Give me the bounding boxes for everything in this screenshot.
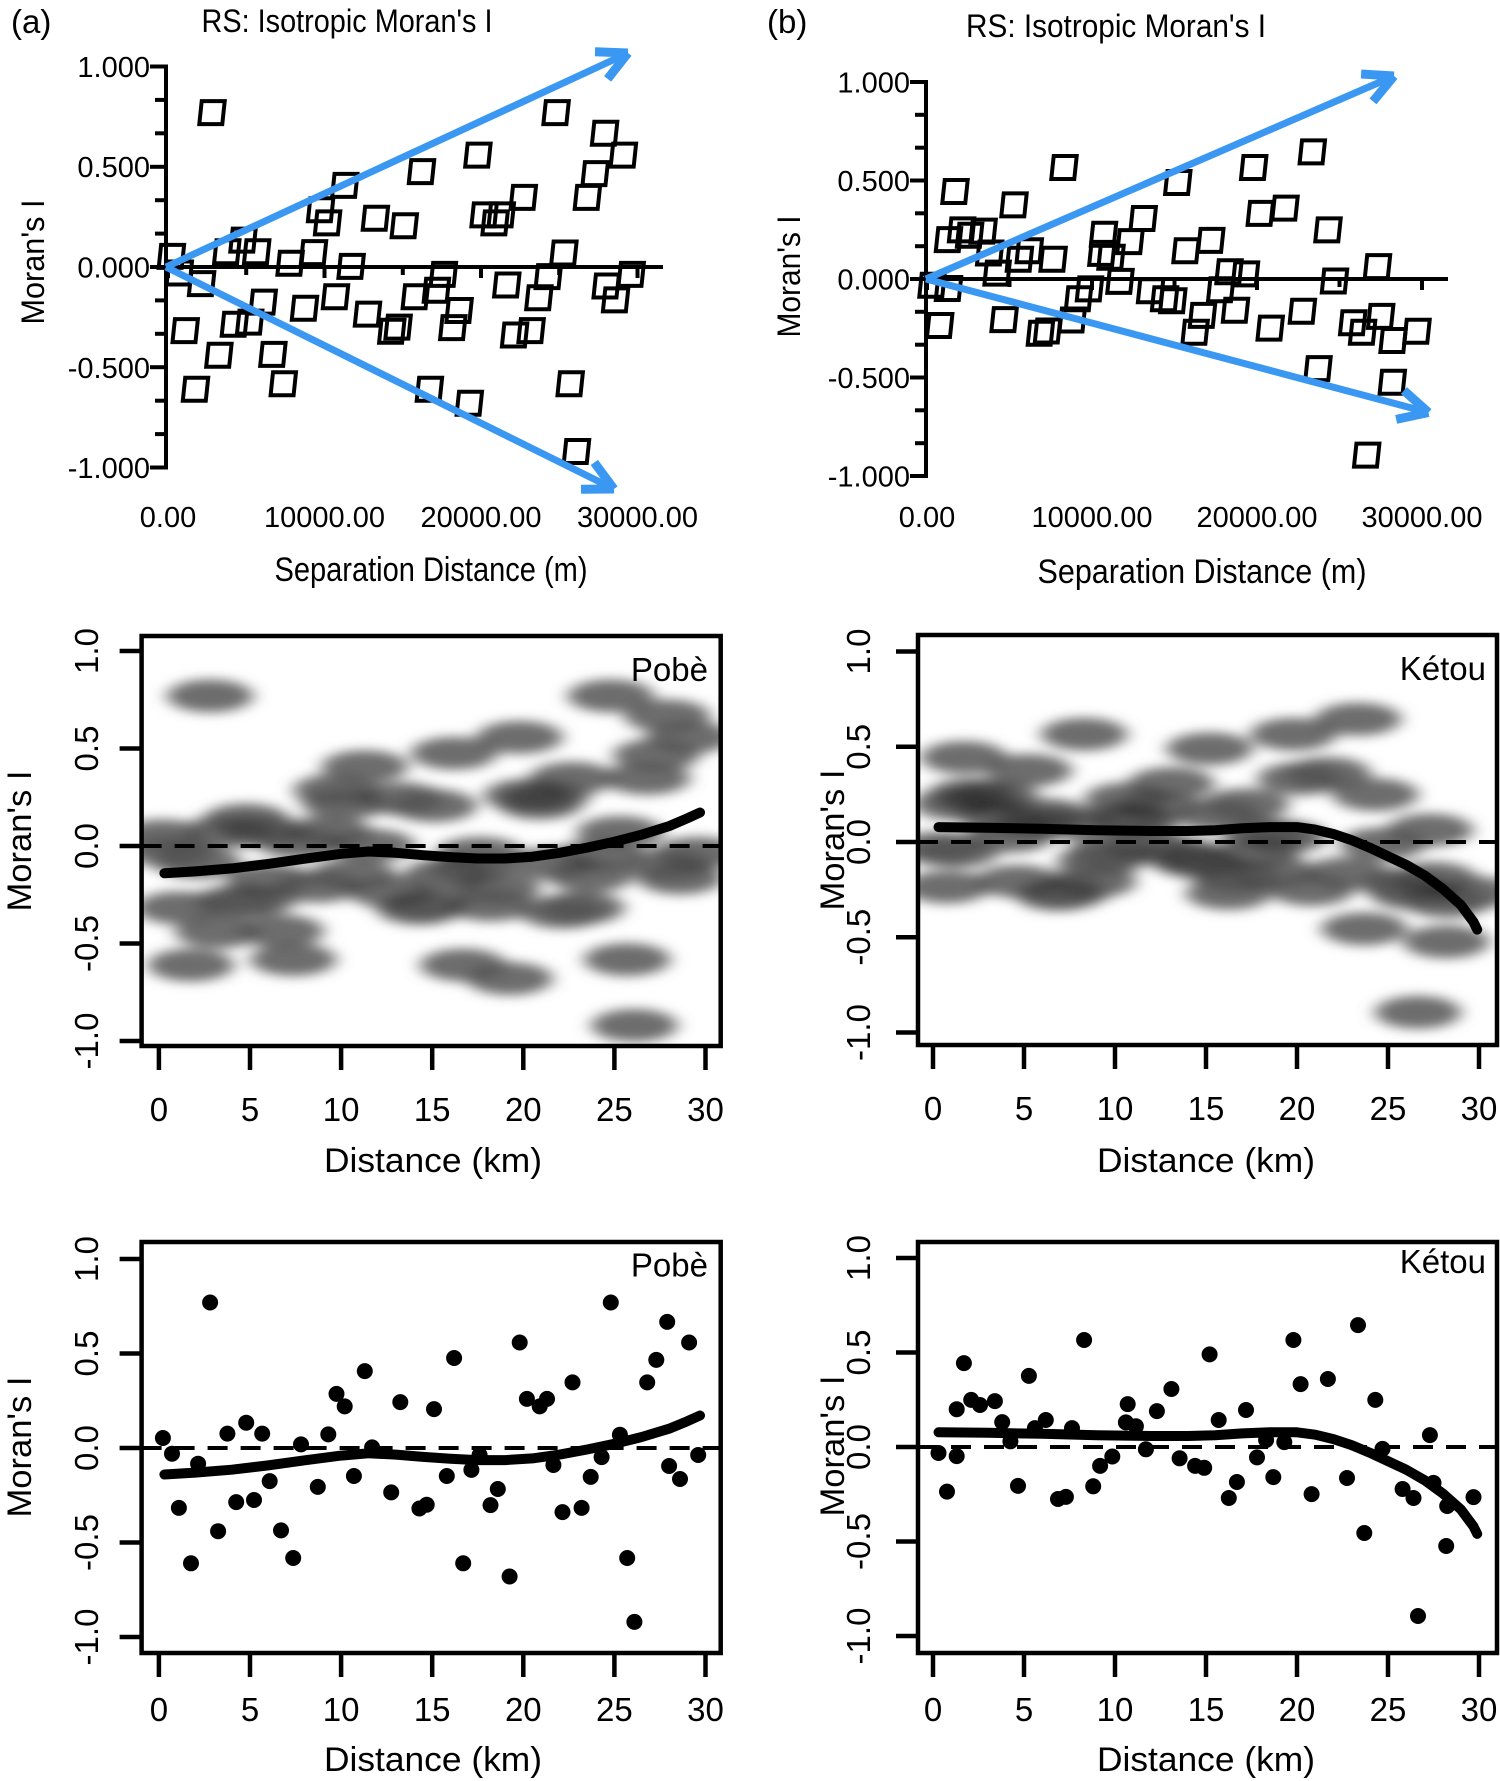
svg-text:1.000: 1.000 [77,52,150,84]
svg-text:0.0: 0.0 [840,819,877,865]
svg-text:(b): (b) [767,3,807,40]
svg-text:-1.0: -1.0 [68,1609,105,1666]
svg-text:0.0: 0.0 [68,1425,105,1471]
svg-text:Distance (km): Distance (km) [1097,1142,1315,1180]
svg-text:Kétou: Kétou [1400,650,1486,687]
svg-text:Distance (km): Distance (km) [324,1142,542,1180]
svg-text:25: 25 [596,1691,633,1728]
svg-text:-0.5: -0.5 [68,1514,105,1571]
svg-text:1.0: 1.0 [840,629,877,675]
svg-text:-1.000: -1.000 [68,453,150,485]
svg-text:10: 10 [323,1691,360,1728]
svg-text:30000.00: 30000.00 [1362,502,1483,534]
svg-text:-1.0: -1.0 [840,1004,877,1061]
svg-text:30000.00: 30000.00 [577,502,698,534]
svg-text:RS: Isotropic Moran's I: RS: Isotropic Moran's I [202,3,493,39]
svg-text:(a): (a) [11,3,51,40]
svg-text:-0.500: -0.500 [828,363,910,395]
svg-text:-0.500: -0.500 [68,353,150,385]
svg-text:0.00: 0.00 [899,502,955,534]
svg-text:Moran's I: Moran's I [15,200,51,325]
svg-text:20000.00: 20000.00 [421,502,542,534]
svg-text:15: 15 [1188,1691,1225,1728]
svg-text:30: 30 [1461,1090,1498,1127]
svg-text:25: 25 [596,1091,633,1128]
svg-text:Moran's I: Moran's I [771,216,807,338]
svg-text:15: 15 [1188,1090,1225,1127]
svg-text:0.5: 0.5 [840,724,877,770]
svg-text:Distance (km): Distance (km) [1097,1741,1315,1779]
svg-text:RS: Isotropic Moran's I: RS: Isotropic Moran's I [966,8,1266,44]
svg-text:0: 0 [924,1090,942,1127]
svg-text:20: 20 [1279,1090,1316,1127]
svg-text:1.0: 1.0 [840,1235,877,1281]
svg-text:10: 10 [1097,1090,1134,1127]
svg-text:Separation Distance (m): Separation Distance (m) [275,551,588,589]
svg-text:-0.5: -0.5 [68,915,105,972]
svg-text:Moran's I: Moran's I [814,770,852,911]
svg-text:Distance (km): Distance (km) [324,1741,542,1779]
svg-text:0.5: 0.5 [68,726,105,772]
svg-text:25: 25 [1370,1090,1407,1127]
svg-text:20: 20 [505,1691,542,1728]
svg-text:1.000: 1.000 [837,68,910,100]
svg-text:20: 20 [505,1091,542,1128]
svg-text:15: 15 [414,1091,451,1128]
svg-text:0.000: 0.000 [837,265,910,297]
svg-text:20000.00: 20000.00 [1197,502,1318,534]
svg-text:5: 5 [1015,1691,1033,1728]
svg-text:0.500: 0.500 [77,152,150,184]
svg-text:0.0: 0.0 [840,1424,877,1470]
svg-text:5: 5 [241,1091,259,1128]
svg-text:30: 30 [687,1091,724,1128]
svg-text:-1.000: -1.000 [828,462,910,494]
svg-text:1.0: 1.0 [68,628,105,674]
svg-text:Pobè: Pobè [631,1247,708,1284]
svg-text:25: 25 [1370,1691,1407,1728]
svg-text:-1.0: -1.0 [68,1013,105,1070]
svg-text:10000.00: 10000.00 [1032,502,1153,534]
svg-text:0.5: 0.5 [840,1330,877,1376]
svg-text:0: 0 [150,1691,168,1728]
svg-text:30: 30 [687,1691,724,1728]
svg-text:30: 30 [1461,1691,1498,1728]
svg-text:Moran's I: Moran's I [1,771,39,912]
svg-text:Pobè: Pobè [631,651,708,688]
svg-text:0.500: 0.500 [837,166,910,198]
svg-text:-0.5: -0.5 [840,1513,877,1570]
svg-text:0.5: 0.5 [68,1331,105,1377]
svg-text:0.0: 0.0 [68,823,105,869]
svg-text:-1.0: -1.0 [840,1608,877,1665]
svg-text:Moran's I: Moran's I [1,1377,39,1518]
svg-text:Separation Distance (m): Separation Distance (m) [1038,553,1367,591]
svg-text:5: 5 [1015,1090,1033,1127]
svg-text:20: 20 [1279,1691,1316,1728]
svg-text:10: 10 [1097,1691,1134,1728]
svg-text:Kétou: Kétou [1400,1243,1486,1280]
svg-text:10: 10 [323,1091,360,1128]
svg-text:0: 0 [150,1091,168,1128]
svg-text:-0.5: -0.5 [840,909,877,966]
svg-text:1.0: 1.0 [68,1236,105,1282]
svg-text:15: 15 [414,1691,451,1728]
svg-text:0.00: 0.00 [140,502,196,534]
svg-text:5: 5 [241,1691,259,1728]
svg-text:0: 0 [924,1691,942,1728]
svg-text:10000.00: 10000.00 [264,502,385,534]
svg-text:Moran's I: Moran's I [814,1376,852,1517]
svg-text:0.000: 0.000 [77,253,150,285]
